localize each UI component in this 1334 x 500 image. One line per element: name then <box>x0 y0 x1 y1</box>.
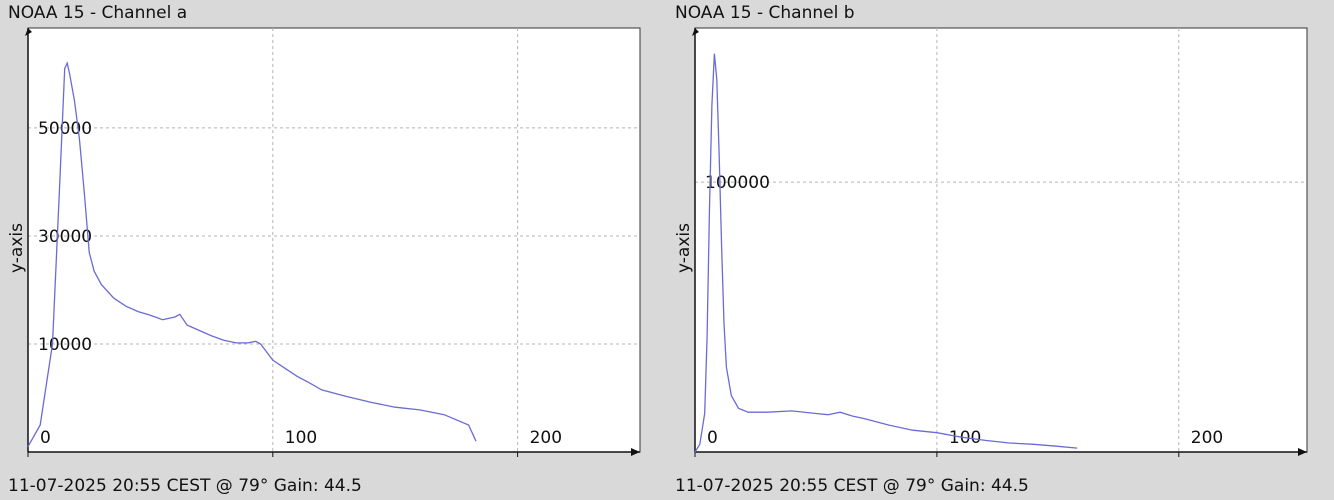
x-tick-label: 100 <box>285 428 317 448</box>
plot-background <box>27 27 641 453</box>
y-axis-arrow <box>692 28 699 36</box>
x-tick-label: 200 <box>1191 428 1223 448</box>
x-tick-label: 200 <box>530 428 562 448</box>
chart-footer: 11-07-2025 20:55 CEST @ 79° Gain: 44.5 <box>675 476 1029 496</box>
chart-title: NOAA 15 - Channel a <box>8 3 188 23</box>
y-axis-arrow <box>25 28 32 36</box>
chart-panel-a: NOAA 15 - Channel a 0 100 200 10000 30000 500… <box>0 0 660 500</box>
plot-area-a: 0 100 200 10000 30000 50000 y-axis <box>7 27 641 457</box>
y-tick-label: 30000 <box>38 227 92 247</box>
x-tick-label: 0 <box>40 428 51 448</box>
series-line <box>27 61 477 447</box>
plot-background <box>694 27 1308 453</box>
x-axis-arrow <box>1298 448 1307 456</box>
x-axis-arrow <box>631 448 640 456</box>
y-axis-label: y-axis <box>674 223 694 273</box>
series-line <box>694 53 1078 453</box>
y-tick-label: 100000 <box>705 173 770 193</box>
x-tick-label: 0 <box>707 428 718 448</box>
y-tick-label: 10000 <box>38 335 92 355</box>
chart-footer: 11-07-2025 20:55 CEST @ 79° Gain: 44.5 <box>8 476 362 496</box>
chart-panel-b: NOAA 15 - Channel b 0 100 200 100000 y-axis … <box>667 0 1334 500</box>
chart-title: NOAA 15 - Channel b <box>675 3 855 23</box>
y-axis-label: y-axis <box>7 223 27 273</box>
y-tick-label: 50000 <box>38 119 92 139</box>
